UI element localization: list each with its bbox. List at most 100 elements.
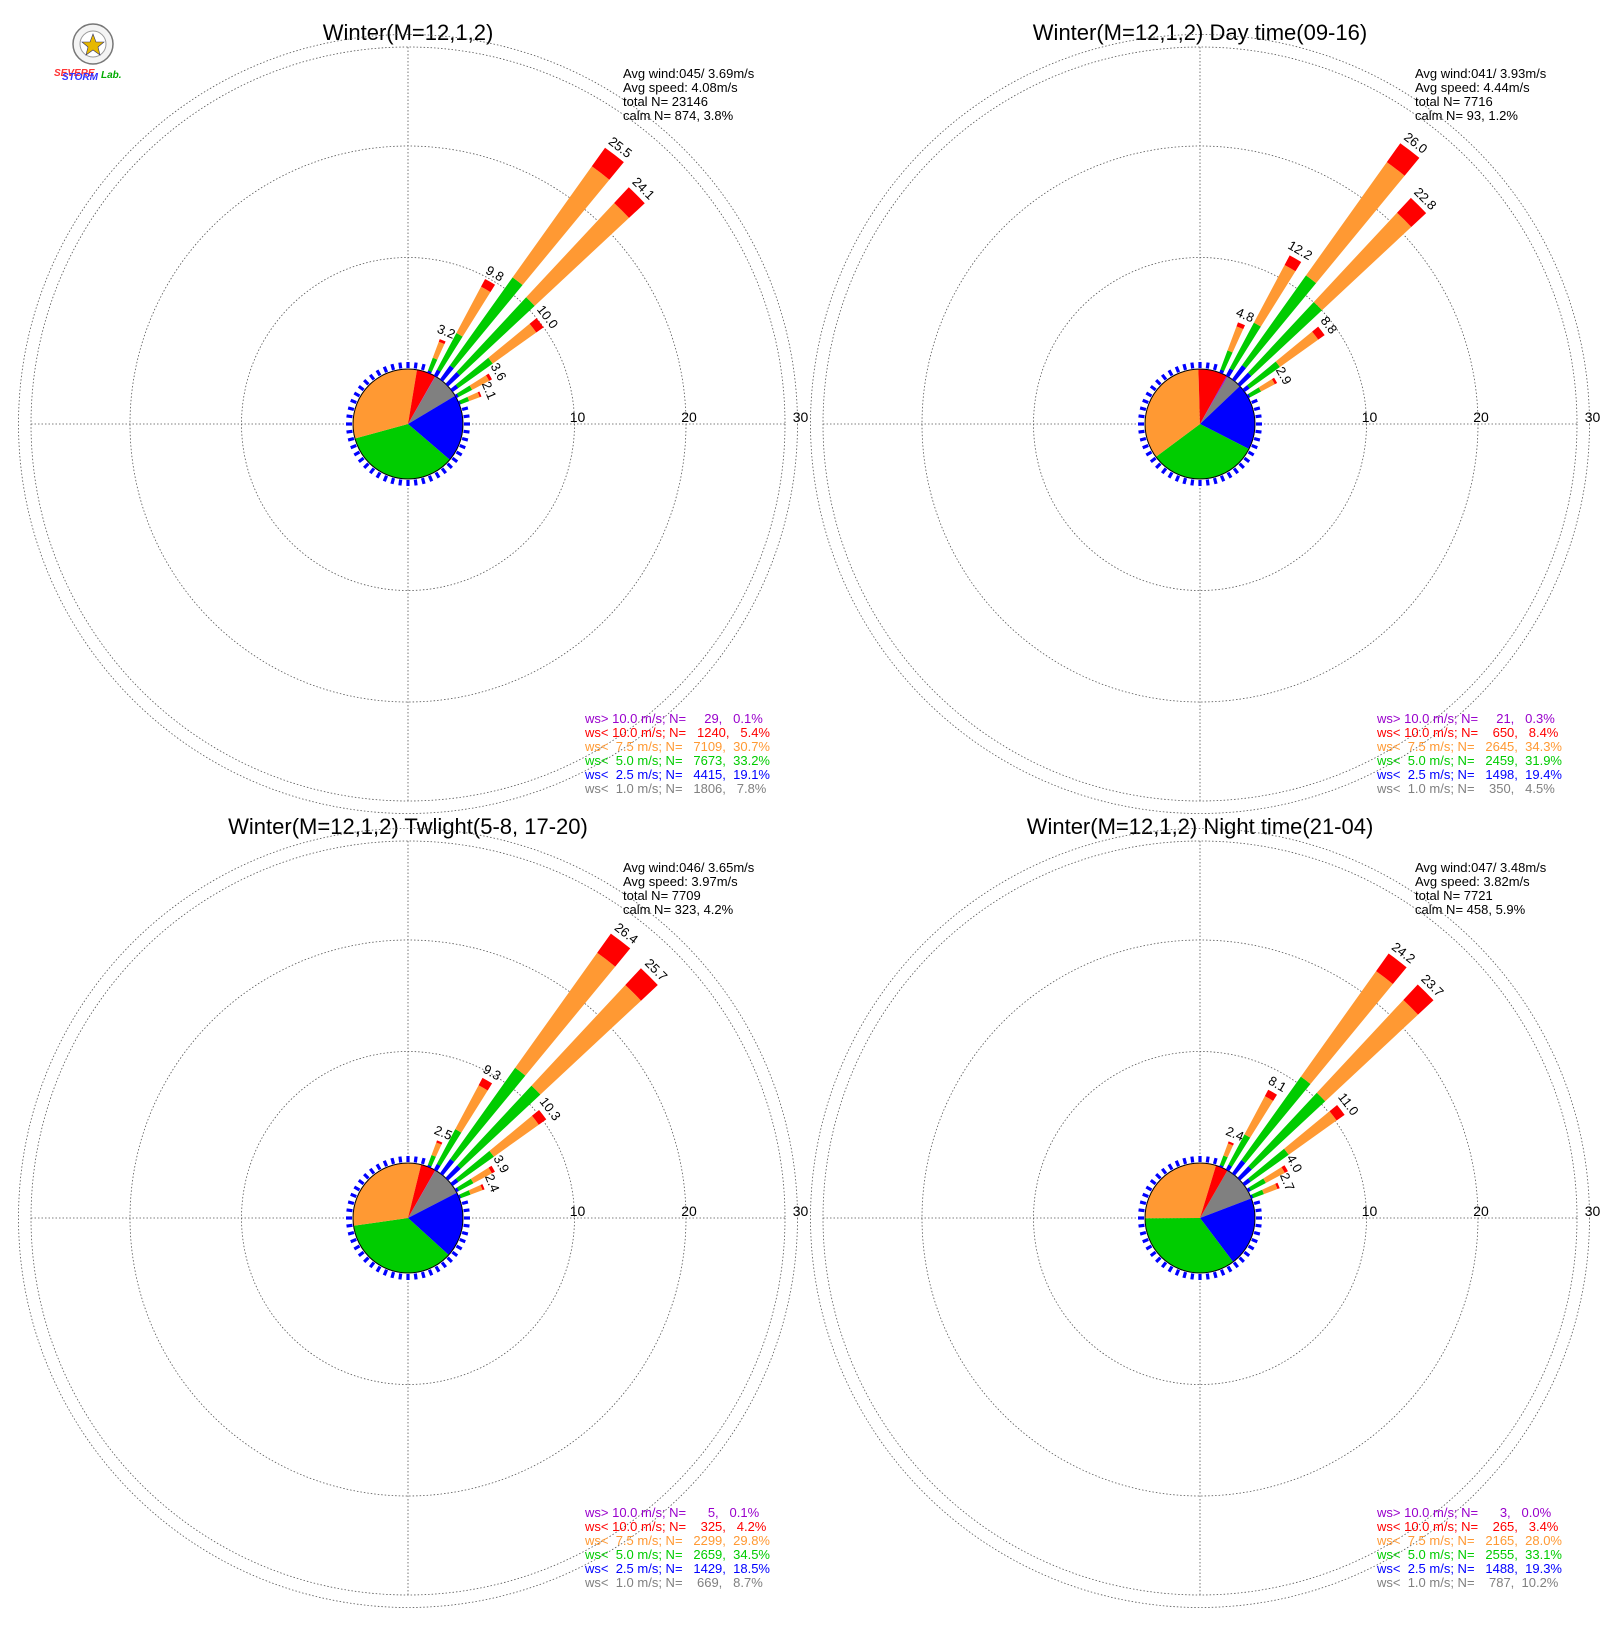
direction-tick [463, 429, 470, 434]
direction-tick [1226, 471, 1233, 479]
direction-bar-segment [1264, 1089, 1278, 1101]
direction-tick [346, 1208, 353, 1213]
pie-slice [353, 1218, 449, 1273]
ring-label: 30 [793, 1203, 809, 1219]
direction-tick [1251, 398, 1258, 405]
direction-bar-segment [1248, 387, 1262, 398]
direction-bar-segment [427, 370, 432, 374]
legend-entry: ws< 5.0 m/s; N= 2459, 31.9% [1376, 753, 1562, 768]
ring-label: 10 [570, 409, 586, 425]
direction-bar-segment [1225, 368, 1234, 378]
direction-bar-segment [433, 369, 441, 378]
direction-bar-segment [1225, 1164, 1233, 1172]
direction-tick [1205, 479, 1210, 486]
direction-tick [363, 462, 370, 469]
direction-tick [1255, 1223, 1262, 1228]
direction-tick [375, 1265, 382, 1273]
direction-tick [420, 1271, 426, 1279]
direction-tick [1167, 471, 1174, 479]
direction-bar-segment [1250, 1194, 1254, 1199]
direction-tick [413, 479, 418, 486]
direction-tick [427, 1269, 434, 1276]
direction-tick [1190, 479, 1195, 486]
direction-tick [1182, 1157, 1188, 1165]
direction-tick [1155, 379, 1162, 386]
direction-tick [1212, 1271, 1218, 1279]
direction-bar-segment [456, 1178, 474, 1191]
pie-slice [408, 369, 436, 424]
panel-title: Winter(M=12,1,2) Twlight(5-8, 17-20) [228, 814, 588, 839]
direction-tick [1160, 373, 1168, 381]
direction-bar-segment [1246, 393, 1251, 399]
direction-bar-segment [1403, 984, 1434, 1015]
direction-bar-segment [1271, 377, 1278, 385]
direction-bar-segment [455, 357, 493, 389]
direction-bar-segment [1397, 197, 1427, 227]
direction-tick [1182, 1271, 1188, 1279]
direction-tick [368, 373, 376, 381]
direction-bar-segment [456, 286, 491, 337]
direction-bar-segment [450, 1067, 526, 1162]
direction-bar-segment [1227, 1141, 1234, 1146]
panel-title: Winter(M=12,1,2) [323, 20, 494, 45]
direction-tick [1238, 1256, 1245, 1263]
direction-bar-segment [436, 1129, 462, 1167]
direction-tick [1138, 1208, 1145, 1213]
pie-slice [1200, 1198, 1255, 1262]
direction-tick [1149, 1250, 1157, 1258]
direction-tick [1155, 1173, 1162, 1180]
direction-bar-segment [1242, 275, 1317, 369]
direction-tick [382, 475, 389, 482]
direction-bar-segment [1231, 365, 1247, 382]
direction-bar-label: 2.1 [479, 379, 500, 401]
direction-bar-segment [1236, 322, 1246, 330]
ring-label: 30 [1585, 409, 1601, 425]
direction-tick [353, 450, 361, 457]
direction-bar-segment [1244, 1096, 1274, 1138]
direction-tick [1155, 462, 1162, 469]
direction-bar-segment [1258, 379, 1275, 392]
legend-entry: ws< 1.0 m/s; N= 787, 10.2% [1376, 1575, 1559, 1590]
direction-tick [346, 1223, 353, 1228]
legend-entry: ws< 7.5 m/s; N= 2165, 28.0% [1376, 1533, 1562, 1548]
legend-entry: ws< 10.0 m/s; N= 650, 8.4% [1376, 725, 1559, 740]
legend-entry: ws> 10.0 m/s; N= 3, 0.0% [1376, 1505, 1552, 1520]
pie-outline [352, 368, 464, 480]
direction-tick [1182, 363, 1188, 371]
ring-20 [921, 145, 1479, 703]
ring-20 [921, 939, 1479, 1497]
legend-entry: ws< 10.0 m/s; N= 265, 3.4% [1376, 1519, 1559, 1534]
direction-tick [446, 1256, 453, 1263]
direction-tick [1212, 477, 1218, 485]
direction-tick [1247, 450, 1255, 457]
direction-tick [1145, 391, 1153, 398]
direction-tick [1253, 406, 1261, 412]
direction-tick [1174, 1269, 1181, 1276]
direction-tick [434, 1265, 441, 1273]
direction-tick [1138, 414, 1145, 419]
pie-slice [1144, 1162, 1217, 1219]
stats-line3: total N= 23146 [623, 94, 708, 109]
ring-label: 10 [1362, 1203, 1378, 1219]
direction-tick [347, 436, 355, 442]
direction-bar-label: 2.4 [482, 1172, 503, 1194]
direction-tick [463, 1208, 470, 1213]
direction-bar-segment [1262, 1183, 1278, 1195]
legend-entry: ws< 7.5 m/s; N= 7109, 30.7% [584, 739, 770, 754]
direction-tick [390, 1271, 396, 1279]
direction-bar-segment [1246, 1187, 1251, 1193]
outer-ring [822, 46, 1578, 802]
direction-tick [1253, 436, 1261, 442]
stats-line4: calm N= 874, 3.8% [623, 108, 734, 123]
direction-tick [413, 1273, 418, 1280]
direction-bar-segment [1300, 971, 1393, 1084]
windrose-panel-1: Winter(M=12,1,2)10 20 303.29.825.524.110.0… [18, 20, 809, 814]
direction-bar-label: 4.8 [1234, 305, 1256, 326]
direction-bar-segment [480, 1184, 485, 1191]
ring-label: 30 [793, 409, 809, 425]
direction-tick [1167, 1163, 1174, 1171]
direction-bar-segment [467, 392, 480, 402]
direction-tick [434, 471, 441, 479]
direction-tick [1205, 362, 1210, 369]
legend-entry: ws< 1.0 m/s; N= 1806, 7.8% [584, 781, 767, 796]
